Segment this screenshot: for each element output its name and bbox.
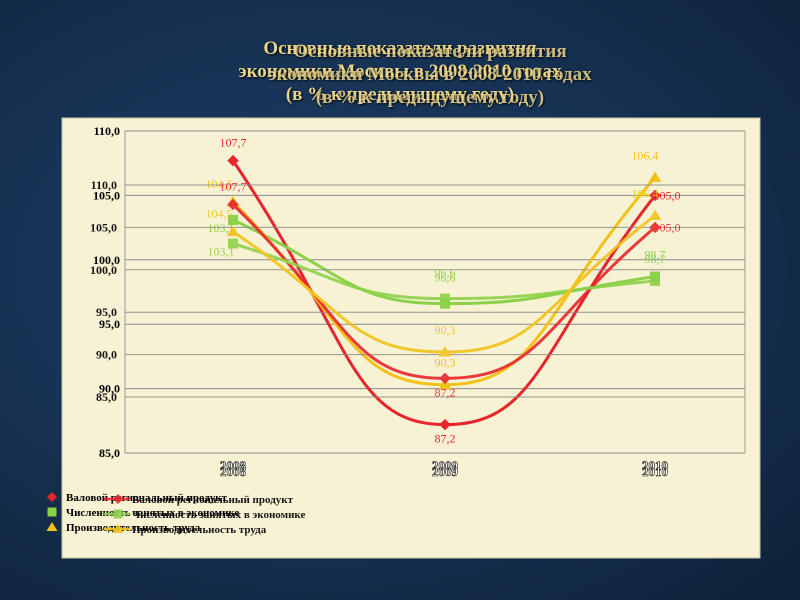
legend-label: Производительность труда: [132, 524, 267, 536]
data-point: [228, 214, 238, 225]
legend-marker: [112, 524, 124, 533]
title-line-3-overlay: (в % к предыдущему году): [315, 87, 545, 108]
data-point: [439, 372, 451, 385]
data-label: 106,4: [632, 148, 659, 162]
legend-marker: [113, 494, 123, 504]
data-label: 106,4: [632, 187, 659, 201]
data-point: [227, 154, 239, 167]
data-label: 87,2: [435, 432, 456, 446]
x-tick-label: 2008: [220, 464, 247, 479]
data-label: 98,7: [645, 248, 666, 262]
data-label: 105,0: [654, 220, 681, 234]
title-line-1: Основные показатели развития: [263, 38, 537, 59]
data-label: 107,7: [220, 180, 247, 194]
data-point: [649, 221, 661, 234]
data-point: [226, 225, 240, 237]
data-point: [228, 238, 238, 249]
x-tick-label: 2010: [642, 458, 668, 473]
title-line-2-overlay: экономики Москвы в 2008-2010 годах: [268, 64, 592, 85]
data-point: [648, 209, 662, 221]
data-point: [648, 171, 662, 182]
legend-label: Производительность труда: [66, 522, 201, 534]
y-tick-label: 110,0: [94, 124, 120, 138]
data-label: 96,6: [435, 266, 456, 280]
data-label: 87,2: [435, 385, 456, 399]
data-point: [227, 198, 239, 211]
title-line-2: экономики Москвы в 2008-2010 годах: [238, 61, 562, 82]
data-label: 105,0: [654, 188, 681, 202]
y-tick-label: 105,0: [93, 188, 120, 202]
x-tick-label: 2009: [432, 464, 459, 479]
data-point: [438, 378, 452, 390]
data-point: [649, 189, 661, 202]
y-tick-label: 100,0: [93, 253, 120, 267]
y-tick-label: 85,0: [96, 390, 117, 404]
legend-label: Валовой региональный продукт: [66, 492, 228, 504]
legend-marker: [47, 507, 57, 517]
legend-label: Численность занятых в экономике: [132, 509, 305, 521]
data-point: [438, 346, 452, 357]
data-label: 103,1: [208, 245, 235, 259]
x-tick-label: 2008: [220, 458, 247, 473]
y-tick-label: 95,0: [99, 317, 120, 331]
y-tick-label: 110,0: [91, 178, 117, 192]
data-label: 90,3: [435, 356, 456, 370]
y-tick-label: 105,0: [90, 220, 117, 234]
data-label: 107,7: [220, 136, 247, 150]
data-label: 96,6: [435, 271, 456, 285]
legend-marker: [46, 522, 58, 531]
title-line-3: (в % к предыдущему году): [285, 84, 515, 105]
y-tick-label: 90,0: [96, 348, 117, 362]
data-label: 104,5: [206, 177, 233, 191]
data-label: 90,3: [435, 323, 456, 337]
x-tick-label: 2009: [432, 458, 459, 473]
legend-label: Численность занятых в экономике: [66, 507, 239, 519]
legend-marker: [47, 492, 57, 502]
data-point: [650, 275, 660, 286]
data-label: 98,7: [645, 252, 666, 266]
y-tick-label: 90,0: [99, 382, 120, 396]
page-title-overlay: Основные показатели развития экономики М…: [130, 40, 730, 109]
data-point: [440, 293, 450, 304]
y-tick-label: 85,0: [99, 446, 120, 460]
title-line-1-overlay: Основные показатели развития: [293, 41, 567, 62]
legend-label: Валовой региональный продукт: [132, 494, 294, 506]
page-title: Основные показатели развития экономики М…: [100, 37, 700, 106]
y-tick-label: 95,0: [96, 305, 117, 319]
legend-marker: [113, 509, 123, 519]
y-tick-label: 100,0: [90, 263, 117, 277]
data-label: 104,5: [206, 207, 233, 221]
data-point: [439, 418, 451, 431]
x-tick-label: 2010: [642, 464, 668, 479]
